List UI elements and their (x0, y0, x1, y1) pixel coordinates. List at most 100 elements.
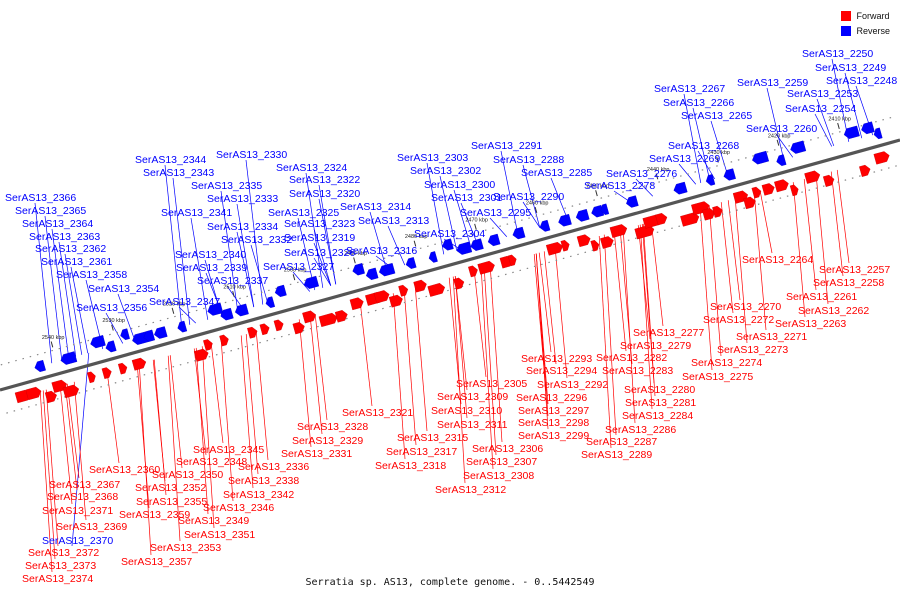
forward-gene-arrow (318, 312, 338, 328)
reverse-gene-leader-line (831, 58, 850, 142)
forward-gene-label: SerAS13_2372 (28, 547, 99, 559)
forward-gene-label: SerAS13_2270 (710, 301, 781, 313)
reverse-gene-arrow (428, 251, 438, 263)
forward-gene-label: SerAS13_2261 (786, 291, 857, 303)
reverse-gene-leader-line (313, 257, 332, 286)
reverse-gene-arrow (265, 296, 276, 309)
forward-gene-leader-line (39, 391, 53, 573)
tick-mark (171, 307, 175, 314)
forward-gene-leader-line (554, 248, 568, 379)
reverse-gene-leader-line (635, 178, 654, 197)
reverse-gene-label: SerAS13_2322 (289, 174, 360, 186)
tick-mark (534, 206, 538, 214)
reverse-gene-label: SerAS13_2334 (207, 221, 278, 233)
tick-mark (655, 173, 659, 180)
tick-mark (716, 156, 719, 163)
forward-gene-leader-line (483, 267, 497, 456)
reverse-gene-arrow (105, 340, 117, 353)
forward-gene-label: SerAS13_2264 (742, 254, 813, 266)
forward-gene-leader-line (169, 355, 183, 469)
reverse-gene-label: SerAS13_2340 (175, 249, 246, 261)
reverse-gene-arrow (207, 302, 224, 316)
forward-gene-arrow (743, 196, 756, 210)
forward-gene-label: SerAS13_2367 (49, 479, 120, 491)
reverse-gene-leader-line (426, 162, 445, 255)
forward-gene-arrow (193, 348, 209, 362)
forward-gene-label: SerAS13_2296 (516, 392, 587, 404)
reverse-gene-label: SerAS13_2302 (410, 165, 481, 177)
forward-gene-leader-line (598, 235, 612, 449)
tick-label: 2520 kbp (163, 301, 186, 307)
reverse-gene-arrow (487, 233, 501, 247)
reverse-gene-label: SerAS13_2265 (681, 110, 752, 122)
tick-mark (413, 240, 417, 247)
forward-gene-leader-line (201, 346, 215, 529)
forward-gene-leader-line (45, 389, 59, 547)
reverse-gene-label: SerAS13_2285 (521, 167, 592, 179)
reverse-gene-leader-line (369, 211, 388, 271)
forward-gene-label: SerAS13_2318 (375, 460, 446, 472)
reverse-gene-arrow (303, 275, 320, 289)
forward-gene-leader-line (66, 383, 80, 479)
forward-gene-leader-line (720, 202, 734, 314)
forward-gene-arrow (751, 186, 762, 199)
tick-label: 2450 kbp (586, 184, 609, 190)
forward-gene-label: SerAS13_2355 (136, 496, 207, 508)
forward-gene-label: SerAS13_2317 (386, 446, 457, 458)
forward-gene-arrow (702, 207, 716, 221)
forward-gene-leader-line (454, 275, 468, 419)
forward-gene-label: SerAS13_2307 (466, 456, 537, 468)
forward-gene-arrow (101, 367, 112, 380)
reverse-gene-leader-line (814, 113, 833, 147)
reverse-gene-label: SerAS13_2319 (284, 232, 355, 244)
tick-label: 2480 kbp (405, 234, 428, 240)
reverse-gene-arrow (60, 351, 78, 365)
forward-gene-leader-line (245, 334, 259, 475)
forward-gene-label: SerAS13_2274 (691, 357, 762, 369)
reverse-gene-leader-line (766, 87, 785, 160)
reverse-gene-arrow (365, 267, 379, 281)
tick-mark (50, 341, 54, 348)
reverse-gene-arrow (752, 150, 770, 165)
reverse-gene-leader-line (844, 72, 863, 139)
reverse-gene-arrow (861, 121, 875, 135)
reverse-gene-leader-line (453, 189, 472, 247)
reverse-gene-label: SerAS13_2325 (268, 207, 339, 219)
forward-gene-label: SerAS13_2359 (119, 509, 190, 521)
forward-gene-leader-line (138, 363, 152, 556)
forward-gene-leader-line (59, 385, 73, 505)
reverse-gene-label: SerAS13_2291 (471, 140, 542, 152)
reverse-gene-arrow (34, 359, 46, 373)
reverse-gene-label: SerAS13_2333 (207, 193, 278, 205)
tick-label: 2430 kbp (707, 150, 730, 156)
forward-gene-arrow (247, 326, 258, 339)
forward-gene-label: SerAS13_2353 (150, 542, 221, 554)
legend-reverse: Reverse (841, 23, 890, 38)
reverse-gene-leader-line (44, 215, 63, 361)
forward-gene-label: SerAS13_2336 (238, 461, 309, 473)
reverse-gene-arrow (873, 127, 883, 140)
tick-label: 2440 kbp (647, 167, 670, 173)
reverse-gene-label: SerAS13_2268 (668, 140, 739, 152)
forward-gene-arrow (600, 236, 614, 249)
reverse-gene-leader-line (58, 241, 77, 357)
reverse-gene-label: SerAS13_2290 (493, 191, 564, 203)
forward-gene-leader-line (535, 253, 549, 430)
forward-gene-label: SerAS13_2286 (605, 424, 676, 436)
forward-gene-label: SerAS13_2308 (463, 470, 534, 482)
forward-gene-label: SerAS13_2277 (633, 327, 704, 339)
forward-gene-label: SerAS13_2357 (121, 556, 192, 568)
forward-gene-label: SerAS13_2374 (22, 573, 93, 585)
reverse-gene-arrow (558, 213, 572, 227)
reverse-gene-arrow (120, 328, 130, 341)
reverse-gene-label: SerAS13_2266 (663, 97, 734, 109)
reverse-gene-label: SerAS13_2356 (76, 302, 147, 314)
forward-gene-leader-line (454, 275, 468, 391)
forward-gene-leader-line (836, 169, 850, 264)
forward-gene-arrow (373, 290, 390, 304)
forward-gene-arrow (273, 319, 284, 332)
forward-gene-leader-line (64, 384, 78, 491)
reverse-gene-label: SerAS13_2361 (41, 256, 112, 268)
forward-gene-leader-line (452, 276, 466, 484)
forward-gene-arrow (86, 371, 96, 384)
